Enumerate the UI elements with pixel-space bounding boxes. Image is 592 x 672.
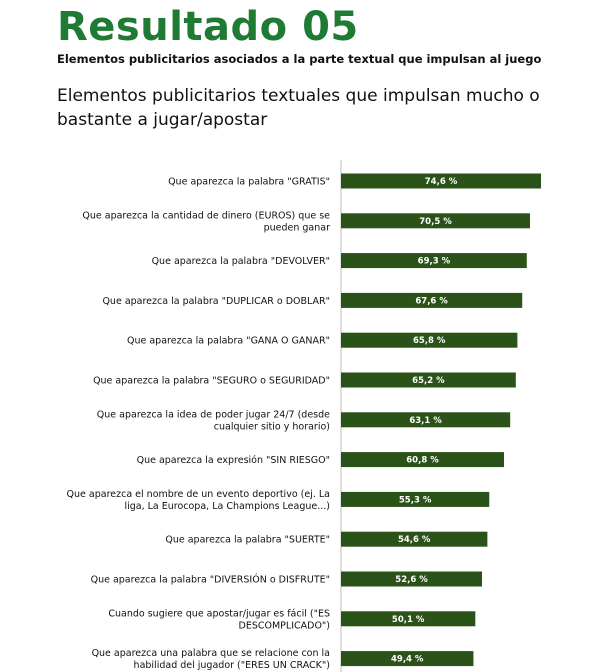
- category-label-3: Que aparezca la palabra "DEVOLVER": [152, 256, 330, 267]
- bar-1: [341, 173, 541, 189]
- category-label-9: Que aparezca el nombre de un evento depo…: [67, 489, 330, 512]
- bar-value-label-1: 74,6 %: [425, 177, 458, 187]
- category-label-5: Que aparezca la palabra "GANA O GANAR": [127, 336, 330, 347]
- category-label-8: Que aparezca la expresión "SIN RIESGO": [137, 455, 330, 466]
- bar-value-label-10: 54,6 %: [398, 535, 431, 545]
- category-label-6: Que aparezca la palabra "SEGURO o SEGURI…: [93, 376, 330, 387]
- bar-7: [341, 412, 511, 428]
- category-label-12: Cuando sugiere que apostar/jugar es fáci…: [108, 608, 330, 631]
- bar-8: [341, 452, 505, 468]
- bar-6: [341, 372, 516, 388]
- bar-value-label-7: 63,1 %: [409, 416, 442, 426]
- bar-9: [341, 491, 490, 507]
- category-label-13: Que aparezca una palabra que se relacion…: [92, 648, 330, 671]
- bar-13: [341, 651, 474, 667]
- page-title: Resultado 05: [57, 4, 359, 50]
- category-label-11: Que aparezca la palabra "DIVERSIÓN o DIS…: [91, 574, 330, 586]
- category-label-2: Que aparezca la cantidad de dinero (EURO…: [82, 210, 330, 233]
- bar-value-label-8: 60,8 %: [406, 456, 439, 466]
- bar-11: [341, 571, 483, 587]
- bar-value-label-2: 70,5 %: [419, 217, 452, 227]
- bar-12: [341, 611, 476, 627]
- category-label-10: Que aparezca la palabra "SUERTE": [165, 535, 330, 546]
- bar-3: [341, 253, 527, 269]
- bar-value-label-11: 52,6 %: [395, 575, 428, 585]
- category-label-1: Que aparezca la palabra "GRATIS": [168, 177, 330, 188]
- bar-value-label-3: 69,3 %: [418, 257, 451, 267]
- bar-value-label-5: 65,8 %: [413, 336, 446, 346]
- bar-5: [341, 332, 518, 348]
- bar-value-label-9: 55,3 %: [399, 495, 432, 505]
- bar-4: [341, 292, 523, 308]
- chart-heading: Elementos publicitarios textuales que im…: [57, 86, 540, 130]
- page-subtitle: Elementos publicitarios asociados a la p…: [57, 52, 542, 66]
- bar-value-label-12: 50,1 %: [392, 615, 425, 625]
- bar-value-label-4: 67,6 %: [415, 296, 448, 306]
- category-label-4: Que aparezca la palabra "DUPLICAR o DOBL…: [102, 296, 330, 307]
- bar-value-label-6: 65,2 %: [412, 376, 445, 386]
- bar-value-label-13: 49,4 %: [391, 655, 424, 665]
- bar-10: [341, 531, 488, 547]
- category-label-7: Que aparezca la idea de poder jugar 24/7…: [97, 409, 330, 432]
- bar-2: [341, 213, 531, 229]
